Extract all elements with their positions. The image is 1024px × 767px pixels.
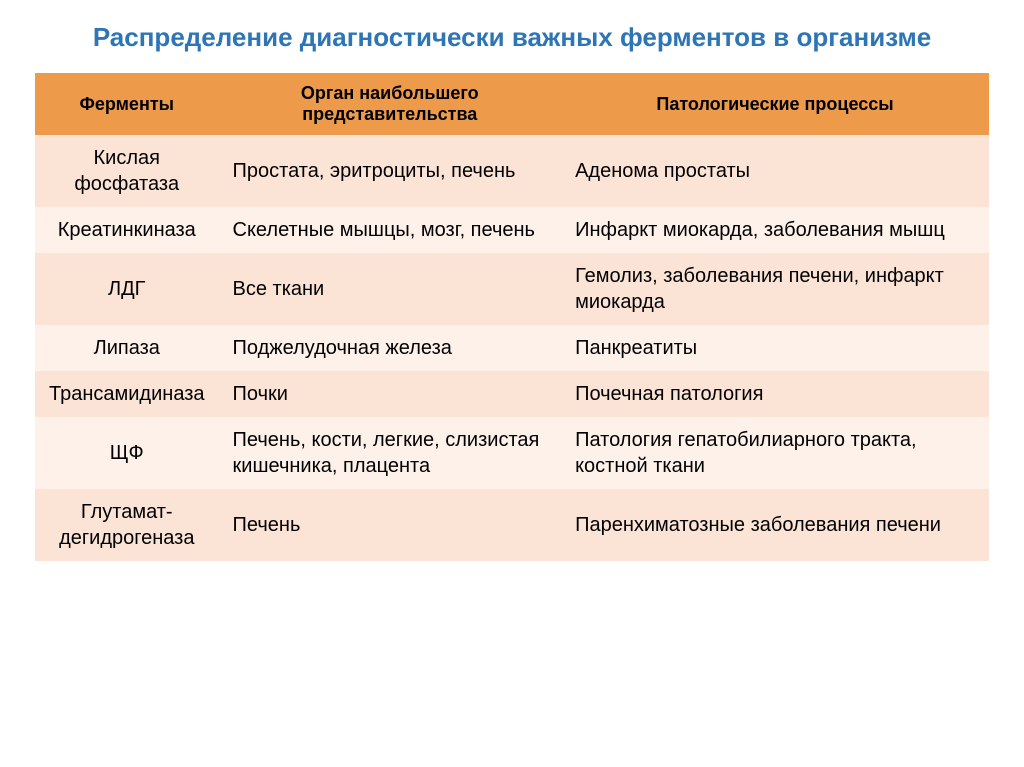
cell-organ: Все ткани xyxy=(219,253,562,325)
table-row: Глутамат-дегидрогеназаПеченьПаренхиматоз… xyxy=(35,489,989,561)
cell-organ: Печень, кости, легкие, слизистая кишечни… xyxy=(219,417,562,489)
page-title: Распределение диагностически важных ферм… xyxy=(35,20,989,55)
table-row: Кислая фосфатазаПростата, эритроциты, пе… xyxy=(35,135,989,207)
cell-enzyme: Трансамидиназа xyxy=(35,371,219,417)
cell-process: Паренхиматозные заболевания печени xyxy=(561,489,989,561)
cell-organ: Простата, эритроциты, печень xyxy=(219,135,562,207)
cell-process: Почечная патология xyxy=(561,371,989,417)
cell-enzyme: Креатинкиназа xyxy=(35,207,219,253)
cell-enzyme: Кислая фосфатаза xyxy=(35,135,219,207)
cell-process: Панкреатиты xyxy=(561,325,989,371)
cell-process: Патология гепатобилиарного тракта, костн… xyxy=(561,417,989,489)
cell-process: Инфаркт миокарда, заболевания мышц xyxy=(561,207,989,253)
enzyme-table: Ферменты Орган наибольшего представитель… xyxy=(35,73,989,561)
cell-organ: Скелетные мышцы, мозг, печень xyxy=(219,207,562,253)
table-row: КреатинкиназаСкелетные мышцы, мозг, пече… xyxy=(35,207,989,253)
cell-process: Гемолиз, заболевания печени, инфаркт мио… xyxy=(561,253,989,325)
table-header-row: Ферменты Орган наибольшего представитель… xyxy=(35,73,989,135)
col-header-organ: Орган наибольшего представительства xyxy=(219,73,562,135)
cell-enzyme: Липаза xyxy=(35,325,219,371)
cell-enzyme: Глутамат-дегидрогеназа xyxy=(35,489,219,561)
cell-organ: Печень xyxy=(219,489,562,561)
col-header-process: Патологические процессы xyxy=(561,73,989,135)
table-row: ЛДГВсе тканиГемолиз, заболевания печени,… xyxy=(35,253,989,325)
cell-enzyme: ЩФ xyxy=(35,417,219,489)
table-row: ЩФПечень, кости, легкие, слизистая кишеч… xyxy=(35,417,989,489)
col-header-enzyme: Ферменты xyxy=(35,73,219,135)
table-row: ТрансамидиназаПочкиПочечная патология xyxy=(35,371,989,417)
cell-process: Аденома простаты xyxy=(561,135,989,207)
cell-organ: Почки xyxy=(219,371,562,417)
cell-organ: Поджелудочная железа xyxy=(219,325,562,371)
cell-enzyme: ЛДГ xyxy=(35,253,219,325)
table-row: ЛипазаПоджелудочная железаПанкреатиты xyxy=(35,325,989,371)
